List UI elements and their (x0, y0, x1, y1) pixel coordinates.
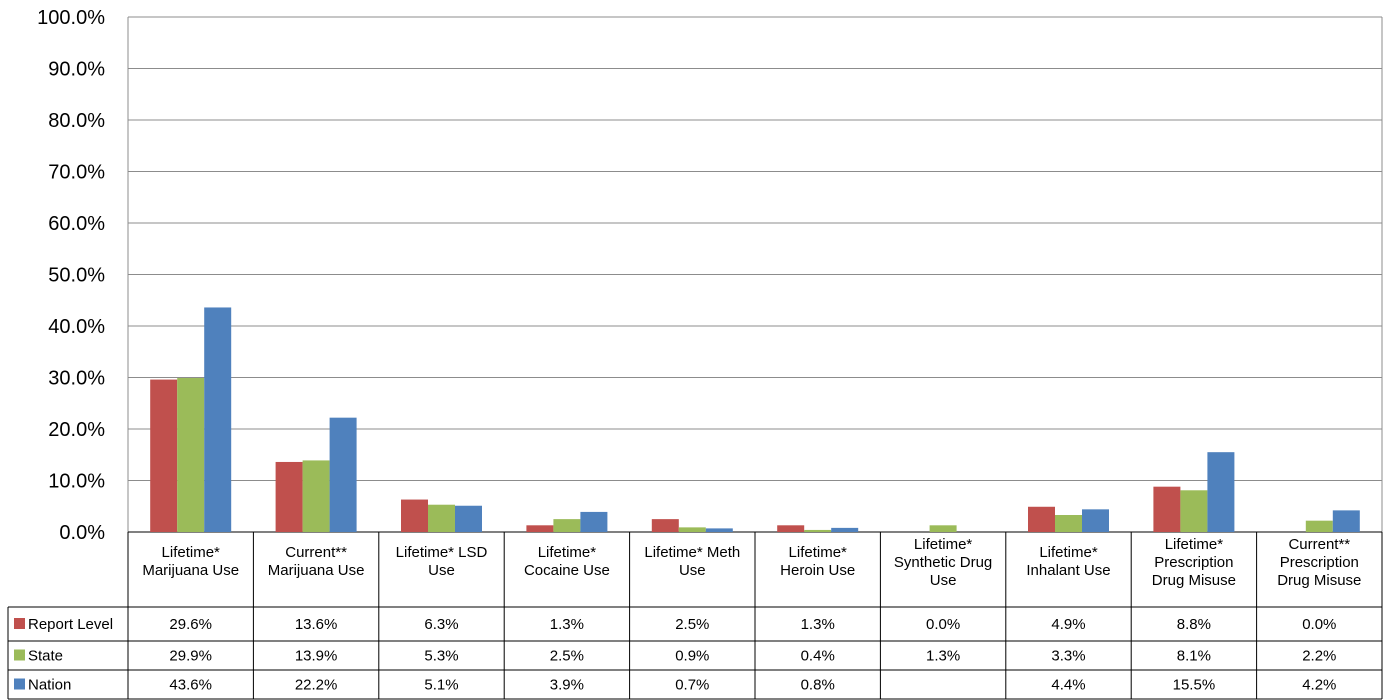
data-label: 3.3% (1051, 648, 1085, 665)
data-label: 2.5% (550, 648, 584, 665)
data-label: 29.6% (169, 616, 212, 633)
category-label: Drug Misuse (1277, 572, 1361, 589)
bar (1332, 510, 1360, 532)
bar (678, 527, 706, 532)
category-label: Synthetic Drug (894, 554, 992, 571)
bar (651, 519, 679, 532)
legend-label: State (28, 648, 63, 665)
bar (455, 505, 482, 532)
bar (1028, 506, 1055, 532)
category-label: Lifetime* (1039, 544, 1098, 561)
bar (705, 528, 733, 532)
data-label: 13.6% (295, 616, 338, 633)
y-tick-label: 20.0% (48, 419, 105, 441)
category-label: Cocaine Use (524, 562, 610, 579)
y-tick-label: 90.0% (48, 59, 105, 81)
y-tick-label: 10.0% (48, 471, 105, 493)
data-label: 43.6% (169, 677, 212, 694)
data-label: 1.3% (926, 648, 960, 665)
category-label: Lifetime* (789, 544, 848, 561)
data-label: 6.3% (424, 616, 458, 633)
bar (401, 499, 428, 532)
y-tick-label: 60.0% (48, 213, 105, 235)
category-label: Lifetime* (162, 544, 221, 561)
category-label: Prescription (1154, 554, 1233, 571)
data-label: 15.5% (1173, 677, 1216, 694)
bar (1207, 452, 1235, 532)
legend-label: Report Level (28, 616, 113, 633)
bar (1180, 490, 1208, 532)
data-label: 0.8% (801, 677, 835, 694)
data-label: 29.9% (169, 648, 212, 665)
y-tick-label: 50.0% (48, 265, 105, 287)
data-label: 4.4% (1051, 677, 1085, 694)
data-label: 22.2% (295, 677, 338, 694)
data-label: 1.3% (801, 616, 835, 633)
data-label: 1.3% (550, 616, 584, 633)
bar (1305, 520, 1333, 532)
bar (150, 379, 178, 532)
legend-swatch (14, 649, 25, 661)
data-label: 0.4% (801, 648, 835, 665)
data-label: 3.9% (550, 677, 584, 694)
category-label: Lifetime* LSD (396, 544, 488, 561)
category-label: Drug Misuse (1152, 572, 1236, 589)
category-label: Inhalant Use (1026, 562, 1110, 579)
y-tick-label: 30.0% (48, 368, 105, 390)
legend-swatch (14, 618, 25, 629)
category-label: Use (428, 562, 455, 579)
data-label: 5.1% (424, 677, 458, 694)
bar (204, 307, 232, 532)
bar (329, 417, 357, 532)
category-label: Marijuana Use (142, 562, 239, 579)
data-label: 5.3% (424, 648, 458, 665)
category-label: Prescription (1280, 554, 1359, 571)
bar (804, 529, 832, 532)
bar (302, 460, 330, 532)
bar (580, 511, 608, 532)
category-label: Lifetime* (1165, 536, 1224, 553)
category-label: Use (679, 562, 706, 579)
data-label: 0.7% (675, 677, 709, 694)
data-label: 2.5% (675, 616, 709, 633)
data-label: 0.0% (926, 616, 960, 633)
category-label: Heroin Use (780, 562, 855, 579)
data-label: 4.2% (1302, 677, 1336, 694)
bar (1082, 509, 1109, 532)
bar (526, 525, 554, 532)
bar (1055, 515, 1082, 532)
bar (831, 527, 859, 532)
data-label: 2.2% (1302, 648, 1336, 665)
category-label: Current** (285, 544, 347, 561)
legend-label: Nation (28, 677, 71, 694)
y-tick-label: 0.0% (59, 522, 105, 544)
bar (1153, 486, 1181, 532)
category-label: Lifetime* Meth (644, 544, 740, 561)
bar (929, 525, 957, 532)
y-tick-label: 100.0% (37, 7, 105, 29)
bar (553, 519, 581, 532)
category-label: Lifetime* (538, 544, 597, 561)
y-tick-label: 80.0% (48, 110, 105, 132)
data-label: 8.8% (1177, 616, 1211, 633)
category-label: Current** (1288, 536, 1350, 553)
data-label: 0.0% (1302, 616, 1336, 633)
bar (777, 525, 805, 532)
bar (428, 504, 455, 532)
bar (275, 461, 303, 532)
category-label: Use (930, 572, 957, 589)
category-label: Marijuana Use (268, 562, 365, 579)
data-label: 4.9% (1051, 616, 1085, 633)
y-tick-label: 70.0% (48, 162, 105, 184)
data-label: 0.9% (675, 648, 709, 665)
bar (177, 378, 205, 532)
category-label: Lifetime* (914, 536, 973, 553)
legend-swatch (14, 678, 25, 690)
data-label: 13.9% (295, 648, 338, 665)
data-label: 8.1% (1177, 648, 1211, 665)
y-tick-label: 40.0% (48, 316, 105, 338)
